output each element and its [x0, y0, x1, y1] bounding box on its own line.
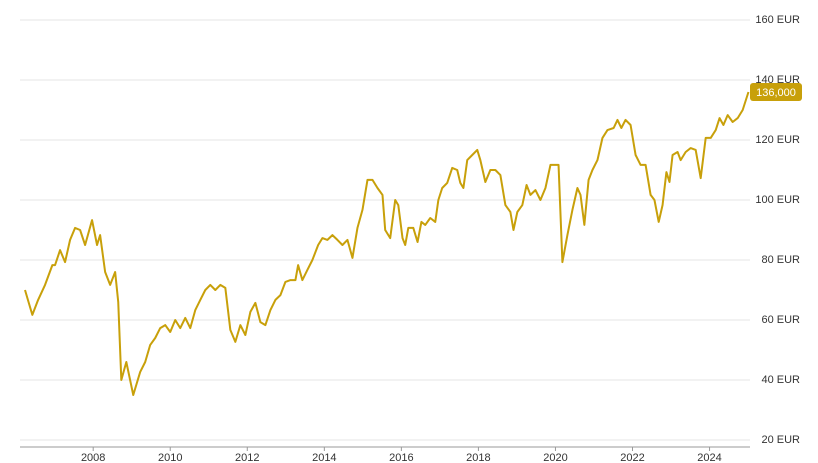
y-tick-label: 120 EUR — [755, 134, 800, 146]
price-line — [24, 91, 750, 396]
x-tick-label: 2012 — [235, 452, 259, 463]
y-tick-label: 160 EUR — [755, 14, 800, 26]
x-tick-label: 2008 — [81, 452, 105, 463]
price-badge — [750, 83, 802, 101]
x-tick-label: 2022 — [620, 452, 644, 463]
x-tick-label: 2010 — [158, 452, 182, 463]
y-tick-label: 40 EUR — [761, 374, 800, 386]
x-tick-label: 2016 — [389, 452, 413, 463]
y-tick-label: 20 EUR — [761, 434, 800, 446]
x-tick-label: 2018 — [466, 452, 490, 463]
x-tick-label: 2024 — [697, 452, 721, 463]
x-tick-label: 2020 — [543, 452, 567, 463]
y-tick-label: 80 EUR — [761, 254, 800, 266]
x-tick-label: 2014 — [312, 452, 336, 463]
y-tick-label: 100 EUR — [755, 194, 800, 206]
y-tick-label: 60 EUR — [761, 314, 800, 326]
price-badge-label: 136,000 — [756, 87, 796, 99]
y-tick-label: 140 EUR — [755, 74, 800, 86]
